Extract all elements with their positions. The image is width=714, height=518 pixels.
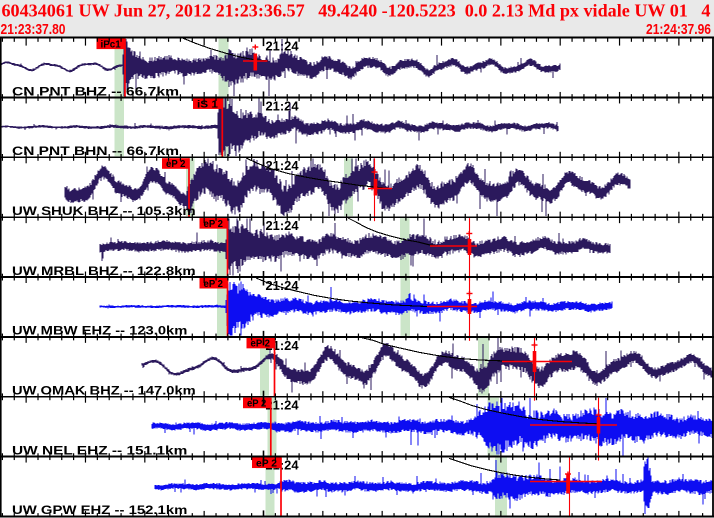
window-start-time: 21:23:37.80 xyxy=(1,21,66,38)
coda-decay-curve xyxy=(255,277,428,308)
phase-pick-flag[interactable]: eP 2 xyxy=(243,397,272,457)
pick-label-box[interactable] xyxy=(246,337,275,349)
panel-pnt: 21:24 iS 1 xyxy=(1,98,559,157)
pick-label: eP 2 xyxy=(247,398,266,410)
amplitude-pick-bar[interactable] xyxy=(253,53,258,71)
p-arrival-window xyxy=(260,337,269,396)
amplitude-marker[interactable] xyxy=(368,158,392,222)
phase-pick-flag[interactable]: eP 2 xyxy=(252,457,282,516)
pick-label-box[interactable] xyxy=(252,457,281,469)
amplitude-marker[interactable] xyxy=(430,218,477,281)
minute-label: 21:24 xyxy=(266,219,299,233)
event-summary-line: 60434061 UW Jun 27, 2012 21:23:36.57 49.… xyxy=(2,1,711,21)
phase-pick-flag[interactable]: eP 2 xyxy=(246,337,276,397)
time-axis xyxy=(0,36,714,518)
station-label: UW SHUK BHZ -- 105.3km xyxy=(12,206,196,218)
coda-decay-curve xyxy=(361,337,531,363)
phase-pick-flag[interactable]: eP 2 xyxy=(162,158,190,217)
minute-label: 21:24 xyxy=(266,159,299,173)
amplitude-marker[interactable] xyxy=(243,44,268,71)
pick-label: iS 1 xyxy=(197,98,218,110)
phase-pick-flag[interactable]: eP 2 xyxy=(199,277,229,337)
station-label: UW MBW EHZ -- 123.0km xyxy=(12,326,187,338)
amplitude-pick-bar[interactable] xyxy=(596,417,601,434)
pick-label-box[interactable] xyxy=(199,218,228,229)
phase-pick-flag[interactable]: iS 1 xyxy=(193,98,224,157)
amplitude-pick-bar[interactable] xyxy=(467,299,472,314)
station-label: CN PNT BHN -- 66.7km xyxy=(12,146,179,158)
pick-label: eP 2 xyxy=(251,338,271,350)
pick-label-box[interactable] xyxy=(243,397,271,409)
panel-shuk: 21:24 eP 2 xyxy=(64,157,631,222)
pick-label-box[interactable] xyxy=(96,38,125,50)
amplitude-marker[interactable] xyxy=(502,337,572,401)
amplitude-pick-bar[interactable] xyxy=(566,473,570,494)
coda-decay-curve xyxy=(245,157,391,190)
p-arrival-window xyxy=(114,38,124,97)
amplitude-pick-bar[interactable] xyxy=(373,179,378,196)
amplitude-pick-bar[interactable] xyxy=(467,239,472,255)
pick-label: eP 2 xyxy=(166,158,186,170)
pick-label-box[interactable] xyxy=(199,277,228,289)
pick-label-box[interactable] xyxy=(162,158,190,169)
waveform-trace[interactable] xyxy=(141,338,713,394)
coda-decay-curve xyxy=(347,217,439,247)
coda-decay-curve xyxy=(182,37,269,62)
station-label: UW OMAK BHZ -- 147.0km xyxy=(12,386,196,398)
waveform-trace[interactable] xyxy=(99,218,611,276)
pick-label: eP 2 xyxy=(204,218,224,230)
panel-mrbl: 21:24 eP 2 xyxy=(99,217,611,281)
coda-decay-curve xyxy=(448,396,601,425)
waveform-trace[interactable] xyxy=(99,281,613,336)
waveform-trace[interactable] xyxy=(1,38,561,97)
minute-label: 21:24 xyxy=(266,399,299,413)
minute-label: 21:24 xyxy=(266,99,299,113)
waveform-trace[interactable] xyxy=(154,457,713,515)
window-end-time: 21:24:37.96 xyxy=(646,21,711,38)
waveform-trace[interactable] xyxy=(1,98,559,157)
phase-pick-flag[interactable]: eP 2 xyxy=(199,218,229,277)
pick-label: eP 2 xyxy=(256,457,277,469)
pick-label: iPc1 xyxy=(101,38,121,50)
phase-pick-flag[interactable]: iPc1 xyxy=(96,38,126,97)
amplitude-marker[interactable] xyxy=(530,397,617,461)
amplitude-pick-bar[interactable] xyxy=(532,351,537,372)
amplitude-marker[interactable] xyxy=(427,278,477,341)
coda-decay-curve xyxy=(448,457,561,481)
amplitude-marker[interactable] xyxy=(530,457,602,517)
pick-label-box[interactable] xyxy=(193,98,222,109)
station-label: CN PNT BHZ -- 66.7km xyxy=(12,86,179,98)
header-background xyxy=(0,0,714,38)
station-label: UW GPW EHZ -- 152.1km xyxy=(12,505,187,517)
pick-label: eP 2 xyxy=(204,278,224,290)
station-label: UW MRBL BHZ -- 122.8km xyxy=(12,266,196,278)
station-label: UW NEL EHZ -- 151.1km xyxy=(12,445,187,457)
